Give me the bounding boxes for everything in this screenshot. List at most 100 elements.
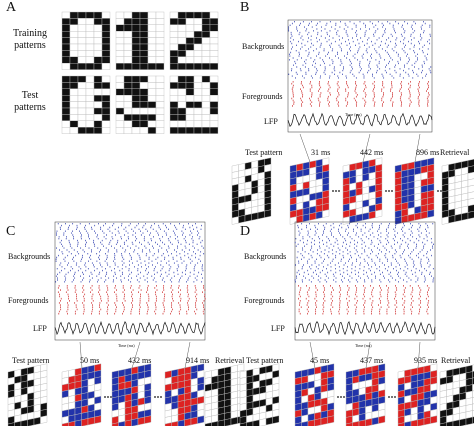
grid-cell	[289, 216, 297, 225]
grid-cell	[201, 101, 211, 109]
grid-cell	[77, 101, 87, 109]
grid-cell	[230, 416, 238, 426]
grid-cell	[420, 210, 428, 220]
grid-cell	[155, 75, 165, 83]
grid-cell	[147, 37, 157, 45]
grid-cell	[101, 56, 111, 64]
grid-cell	[139, 11, 149, 19]
grid-cell	[472, 363, 474, 372]
snapshot-label: 31 ms	[311, 148, 331, 157]
grid-cell	[77, 63, 87, 70]
grid-cell	[193, 18, 203, 26]
grid-cell	[201, 31, 211, 38]
grid-cell	[69, 50, 79, 58]
grid-cell	[155, 114, 165, 122]
grid-cell	[123, 31, 133, 38]
grid-cell	[77, 43, 87, 51]
grid-cell	[139, 37, 149, 45]
grid-cell	[93, 120, 103, 128]
axis-label: Time (ms)	[118, 343, 135, 348]
grid-cell	[209, 107, 219, 115]
pattern-grid	[239, 363, 280, 426]
connector	[184, 341, 191, 369]
grid-cell	[123, 24, 133, 32]
ellipsis-dot	[337, 396, 339, 398]
grid-cell	[115, 43, 125, 51]
grid-cell	[147, 127, 157, 134]
grid-cell	[93, 107, 103, 115]
grid-cell	[209, 37, 219, 45]
grid-cell	[115, 11, 125, 19]
grid-cell	[93, 56, 103, 64]
grid-cell	[115, 24, 125, 32]
grid-cell	[155, 11, 165, 19]
lfp-trace	[287, 112, 433, 127]
grid-cell	[123, 120, 133, 128]
grid-cell	[169, 56, 179, 64]
snapshot-label: 432 ms	[128, 356, 152, 365]
grid-cell	[459, 418, 467, 426]
grid-cell	[209, 31, 219, 38]
grid-cell	[139, 63, 149, 70]
grid-cell	[123, 95, 133, 102]
grid-cell	[137, 416, 145, 426]
grid-cell	[244, 213, 252, 222]
grid-cell	[85, 63, 95, 70]
ellipsis-dot	[335, 190, 337, 192]
grid-cell	[209, 56, 219, 64]
ellipsis-dot	[160, 396, 162, 398]
grid-cell	[93, 88, 103, 96]
grid-cell	[461, 212, 469, 221]
grid-cell	[169, 43, 179, 51]
grid-cell	[93, 50, 103, 58]
ellipsis-dot	[343, 396, 345, 398]
grid-cell	[201, 63, 211, 70]
ellipsis-dot	[440, 190, 442, 192]
grid-cell	[201, 37, 211, 45]
grid-cell	[93, 114, 103, 122]
grid-cell	[327, 415, 335, 424]
grid-cell	[177, 43, 187, 51]
grid-cell	[101, 18, 111, 26]
pattern-grid	[7, 363, 48, 426]
grid-cell	[155, 37, 165, 45]
grid-cell	[155, 18, 165, 26]
grid-cell	[101, 37, 111, 45]
pattern-grid	[164, 363, 205, 426]
grid-cell	[238, 214, 246, 224]
grid-cell	[115, 88, 125, 96]
grid-cell	[147, 18, 157, 26]
grid-cell	[61, 37, 71, 45]
grid-cell	[185, 43, 195, 51]
grid-cell	[155, 88, 165, 96]
grid-cell	[147, 75, 157, 83]
grid-cell	[77, 107, 87, 115]
grid-cell	[155, 127, 165, 134]
grid-cell	[251, 212, 259, 221]
grid-cell	[201, 56, 211, 64]
pattern-grid	[397, 363, 438, 426]
grid-cell	[115, 63, 125, 70]
lfp-trace	[54, 320, 206, 336]
grid-cell	[101, 31, 111, 38]
grid-cell	[201, 43, 211, 51]
ellipsis-dot	[104, 396, 106, 398]
grid-cell	[185, 82, 195, 90]
grid-cell	[69, 120, 79, 128]
grid-cell	[315, 210, 323, 220]
grid-cell	[224, 418, 232, 426]
pattern-grid	[294, 363, 335, 426]
snapshot-label: 442 ms	[360, 148, 384, 157]
pattern-grid	[169, 75, 219, 134]
grid-cell	[131, 107, 141, 115]
axis-label: Time (ms)	[345, 112, 362, 117]
row-label: Test patterns	[14, 90, 46, 113]
grid-cell	[101, 43, 111, 51]
grid-cell	[139, 18, 149, 26]
grid-cell	[472, 382, 474, 392]
grid-cell	[177, 63, 187, 70]
panel-label: B	[240, 0, 250, 15]
grid-cell	[177, 95, 187, 102]
